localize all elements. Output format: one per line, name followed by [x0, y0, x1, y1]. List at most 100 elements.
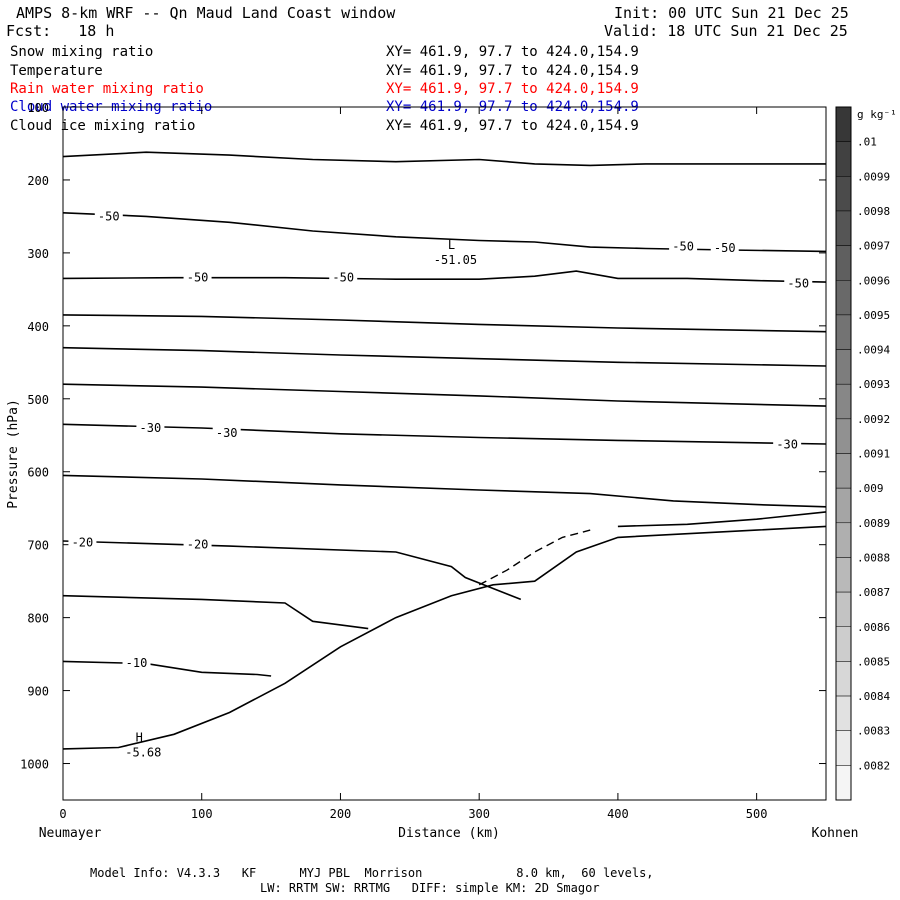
- colorbar-label: .009: [857, 482, 884, 495]
- contour-label: -30: [140, 421, 162, 435]
- colorbar-swatch: [835, 557, 852, 593]
- contour-label: -50: [714, 241, 736, 255]
- contour-label-bg: [710, 240, 739, 255]
- y-axis-label: Pressure (hPa): [6, 399, 21, 509]
- x-endpoint-right: Kohnen: [812, 826, 859, 841]
- field-coords-rain: XY= 461.9, 97.7 to 424.0,154.9: [386, 81, 639, 97]
- field-name-temperature: Temperature: [10, 63, 103, 79]
- colorbar-label: .0098: [857, 205, 890, 218]
- contour-label-bg: [122, 655, 151, 670]
- x-tick-label: 0: [59, 807, 66, 821]
- isotherm-line: [62, 270, 827, 283]
- isotherm-line: [62, 660, 272, 677]
- colorbar-swatch: [835, 245, 852, 281]
- colorbar-swatch: [835, 349, 852, 385]
- field-name-snow: Snow mixing ratio: [10, 44, 154, 60]
- y-tick-label: 800: [27, 612, 49, 626]
- y-tick-label: 400: [27, 320, 49, 334]
- contour-label-bg: [94, 209, 123, 224]
- isotherm-line: [62, 474, 827, 508]
- colorbar-label: .0095: [857, 309, 890, 322]
- colorbar-label: .0089: [857, 517, 890, 530]
- x-tick-label: 100: [191, 807, 213, 821]
- isotherm-line: [62, 314, 827, 333]
- field-coords-snow: XY= 461.9, 97.7 to 424.0,154.9: [386, 44, 639, 60]
- model-info-line2: LW: RRTM SW: RRTMG DIFF: simple KM: 2D S…: [260, 881, 600, 895]
- contour-label: -50: [672, 239, 694, 253]
- colorbar-swatch: [835, 522, 852, 558]
- field-coords-cloud-ice: XY= 461.9, 97.7 to 424.0,154.9: [386, 118, 639, 134]
- colorbar-swatch: [835, 418, 852, 454]
- colorbar-label: .01: [857, 136, 877, 149]
- contour-label-bg: [773, 437, 802, 452]
- isotherm-line: [617, 511, 827, 528]
- contour-label: -30: [216, 426, 238, 440]
- contour-label: -50: [787, 277, 809, 291]
- colorbar-swatch: [835, 280, 852, 316]
- valid-time: Valid: 18 UTC Sun 21 Dec 25: [604, 22, 848, 40]
- dashed-contour-line: [478, 529, 591, 586]
- colorbar-label: .0087: [857, 586, 890, 599]
- colorbar-frame: [835, 106, 852, 801]
- y-tick-label: 300: [27, 247, 49, 261]
- extremum-value: -5.68: [125, 745, 161, 759]
- isotherm-line: [62, 540, 522, 601]
- x-tick-label: 500: [746, 807, 768, 821]
- y-tick-label: 200: [27, 174, 49, 188]
- x-endpoint-left: Neumayer: [39, 826, 102, 841]
- contour-label: -20: [187, 538, 209, 552]
- contour-label-bg: [669, 239, 698, 254]
- colorbar-label: .0084: [857, 690, 890, 703]
- contour-label-bg: [329, 270, 358, 285]
- isotherm-line: [62, 151, 826, 167]
- colorbar-label: .0092: [857, 413, 890, 426]
- forecast-hour: Fcst: 18 h: [6, 22, 115, 40]
- y-tick-label: 500: [27, 393, 49, 407]
- colorbar-swatch: [835, 106, 852, 142]
- colorbar-label: .0091: [857, 448, 890, 461]
- contour-label: -30: [776, 438, 798, 452]
- init-time: Init: 00 UTC Sun 21 Dec 25: [614, 4, 849, 22]
- contour-label-bg: [183, 270, 212, 285]
- colorbar-label: .0085: [857, 655, 890, 668]
- field-coords-temperature: XY= 461.9, 97.7 to 424.0,154.9: [386, 63, 639, 79]
- colorbar-swatch: [835, 176, 852, 212]
- isotherm-line: [62, 594, 369, 630]
- colorbar-label: .0088: [857, 551, 890, 564]
- colorbar-swatch: [835, 626, 852, 662]
- colorbar-swatch: [835, 314, 852, 350]
- colorbar-label: .0094: [857, 344, 890, 357]
- colorbar-swatch: [835, 765, 852, 801]
- x-axis-label: Distance (km): [398, 826, 500, 841]
- colorbar-unit: g kg⁻¹: [857, 108, 897, 121]
- extremum-symbol: H: [136, 730, 143, 744]
- colorbar-swatch: [835, 487, 852, 524]
- contour-labels: -50 -50 -50 -50 -50 -50 -30 -30 -30 -20 -20 -10 L-51…: [68, 209, 813, 759]
- colorbar-swatch: [835, 591, 852, 627]
- colorbar-swatch: [835, 695, 852, 731]
- isotherm-line: [62, 525, 827, 750]
- colorbar-label: .0096: [857, 274, 890, 287]
- page-title: AMPS 8-km WRF -- Qn Maud Land Coast wind…: [16, 4, 396, 22]
- colorbar-swatch: [835, 453, 852, 489]
- field-name-cloud-ice: Cloud ice mixing ratio: [10, 118, 196, 134]
- colorbar-swatch: [835, 383, 852, 420]
- colorbar-swatch: [835, 210, 852, 246]
- y-tick-label: 100: [27, 101, 49, 115]
- y-tick-label: 600: [27, 466, 49, 480]
- isotherm-line: [62, 383, 827, 407]
- contour-label: -50: [187, 271, 209, 285]
- contour-label: -50: [332, 271, 354, 285]
- colorbar-label: .0099: [857, 170, 890, 183]
- colorbar-label: .0093: [857, 378, 890, 391]
- colorbar-swatch: [835, 661, 852, 697]
- contour-label-bg: [784, 276, 813, 291]
- x-tick-label: 400: [607, 807, 629, 821]
- extremum-value: -51.05: [434, 253, 477, 267]
- plot-frame: [62, 106, 827, 801]
- y-tick-label: 900: [27, 685, 49, 699]
- x-tick-label: 300: [468, 807, 490, 821]
- axis-ticks: 100 200 300 400 500 600 700 800 900 1000 0 100 200 30…: [20, 101, 826, 821]
- contour-label: -20: [72, 535, 94, 549]
